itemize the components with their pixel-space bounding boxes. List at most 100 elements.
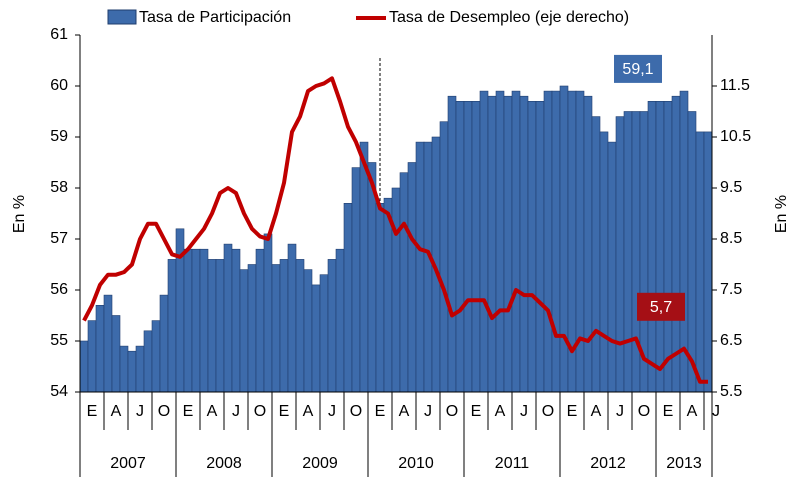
bar <box>519 95 529 393</box>
y-tick-label: 61 <box>50 26 68 43</box>
x-tick-label: O <box>638 403 650 420</box>
bar <box>455 101 465 393</box>
bar <box>503 95 513 393</box>
bar <box>247 264 257 393</box>
bar <box>159 294 169 393</box>
bar <box>399 172 409 393</box>
y2-tick-label: 7.5 <box>720 281 742 298</box>
bar <box>255 248 265 393</box>
y-axis-label: En % <box>11 195 28 233</box>
bar <box>143 330 153 393</box>
bar <box>687 111 697 393</box>
y-tick-label: 56 <box>50 281 68 298</box>
legend-label: Tasa de Participación <box>139 9 291 26</box>
bar <box>199 248 209 393</box>
bar <box>183 248 193 393</box>
legend-label: Tasa de Desempleo (eje derecho) <box>389 9 629 26</box>
bar <box>375 203 385 393</box>
bar <box>479 90 489 393</box>
bar <box>463 101 473 393</box>
bar <box>535 101 545 393</box>
legend-swatch <box>107 9 137 25</box>
x-tick-label: A <box>207 403 218 420</box>
bar <box>95 304 105 393</box>
bar <box>695 131 705 393</box>
x-tick-label: J <box>424 403 432 420</box>
year-label: 2009 <box>302 455 338 472</box>
bar <box>327 259 337 393</box>
bar <box>263 233 273 393</box>
bar <box>223 243 233 393</box>
bar <box>527 101 537 393</box>
x-tick-label: E <box>375 403 386 420</box>
bar <box>215 259 225 393</box>
year-label: 2007 <box>110 455 146 472</box>
y2-tick-label: 6.5 <box>720 332 742 349</box>
bar <box>415 141 425 393</box>
y-tick-label: 57 <box>50 230 68 247</box>
x-tick-label: A <box>495 403 506 420</box>
bar <box>583 95 593 393</box>
bar <box>167 259 177 393</box>
year-label: 2011 <box>495 455 530 472</box>
bar <box>495 90 505 393</box>
bar <box>663 101 673 393</box>
bar <box>191 248 201 393</box>
value-label-box <box>614 54 662 83</box>
bar <box>311 284 321 393</box>
bar <box>615 116 625 393</box>
y2-tick-label: 5.5 <box>720 383 742 400</box>
bar <box>703 131 713 393</box>
value-label-box <box>637 292 685 321</box>
bar <box>103 294 113 393</box>
x-tick-label: E <box>279 403 290 420</box>
bar <box>671 95 681 393</box>
bar <box>87 320 97 393</box>
bar <box>335 248 345 393</box>
bar <box>319 274 329 393</box>
bar <box>231 248 241 393</box>
y-tick-label: 60 <box>50 77 68 94</box>
x-tick-label: A <box>399 403 410 420</box>
bar <box>343 203 353 393</box>
value-label: 59,1 <box>622 61 653 78</box>
x-tick-label: E <box>567 403 578 420</box>
x-tick-label: E <box>471 403 482 420</box>
bar <box>551 90 561 393</box>
x-tick-label: J <box>232 403 240 420</box>
bar <box>207 259 217 393</box>
bar <box>471 101 481 393</box>
line <box>82 76 708 384</box>
bar <box>151 320 161 393</box>
bar <box>487 95 497 393</box>
y-tick-label: 55 <box>50 332 68 349</box>
bar <box>127 350 137 393</box>
bar <box>559 85 569 393</box>
year-label: 2013 <box>666 455 702 472</box>
x-tick-label: O <box>446 403 458 420</box>
year-label: 2010 <box>398 455 434 472</box>
bar <box>655 101 665 393</box>
y2-axis-label: En % <box>773 195 790 233</box>
x-tick-label: A <box>303 403 314 420</box>
x-tick-label: O <box>350 403 362 420</box>
y2-tick-label: 11.5 <box>720 77 750 94</box>
bar <box>295 259 305 393</box>
year-label: 2008 <box>206 455 242 472</box>
bar <box>391 187 401 393</box>
value-label: 5,7 <box>650 299 672 316</box>
x-tick-label: O <box>254 403 266 420</box>
x-tick-label: J <box>328 403 336 420</box>
bar <box>623 111 633 393</box>
y-tick-label: 58 <box>50 179 68 196</box>
x-tick-label: E <box>87 403 98 420</box>
bar <box>447 95 457 393</box>
bar <box>511 90 521 393</box>
bar <box>351 167 361 393</box>
bar <box>111 315 121 393</box>
x-tick-label: E <box>663 403 674 420</box>
bar <box>119 345 129 393</box>
bar <box>279 259 289 393</box>
y-tick-label: 54 <box>50 383 68 400</box>
bar <box>423 141 433 393</box>
